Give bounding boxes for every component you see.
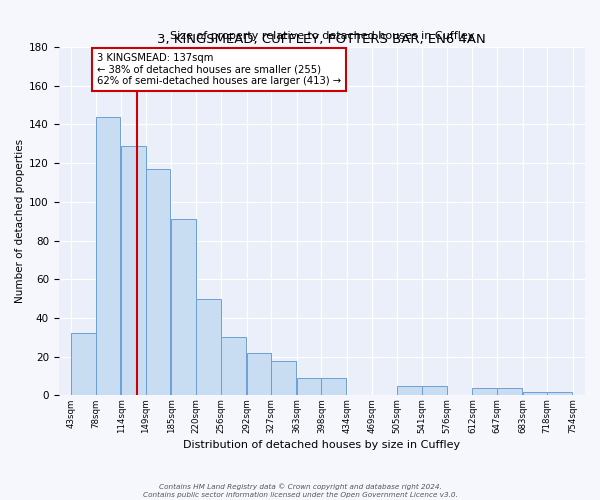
Bar — [523, 392, 547, 396]
Title: 3, KINGSMEAD, CUFFLEY, POTTERS BAR, EN6 4AN: 3, KINGSMEAD, CUFFLEY, POTTERS BAR, EN6 … — [157, 33, 486, 46]
Bar — [146, 169, 170, 396]
Bar — [472, 388, 497, 396]
Bar — [297, 378, 322, 396]
Bar — [397, 386, 422, 396]
Text: Contains HM Land Registry data © Crown copyright and database right 2024.
Contai: Contains HM Land Registry data © Crown c… — [143, 484, 457, 498]
X-axis label: Distribution of detached houses by size in Cuffley: Distribution of detached houses by size … — [183, 440, 460, 450]
Bar — [196, 298, 221, 396]
Bar — [497, 388, 522, 396]
Bar — [247, 353, 271, 396]
Bar — [121, 146, 146, 396]
Bar — [271, 360, 296, 396]
Text: 3 KINGSMEAD: 137sqm
← 38% of detached houses are smaller (255)
62% of semi-detac: 3 KINGSMEAD: 137sqm ← 38% of detached ho… — [97, 52, 341, 86]
Bar — [547, 392, 572, 396]
Text: Size of property relative to detached houses in Cuffley: Size of property relative to detached ho… — [170, 30, 474, 40]
Bar — [71, 334, 95, 396]
Bar — [221, 338, 246, 396]
Y-axis label: Number of detached properties: Number of detached properties — [15, 139, 25, 303]
Bar — [95, 116, 121, 396]
Bar — [171, 219, 196, 396]
Bar — [422, 386, 447, 396]
Bar — [322, 378, 346, 396]
